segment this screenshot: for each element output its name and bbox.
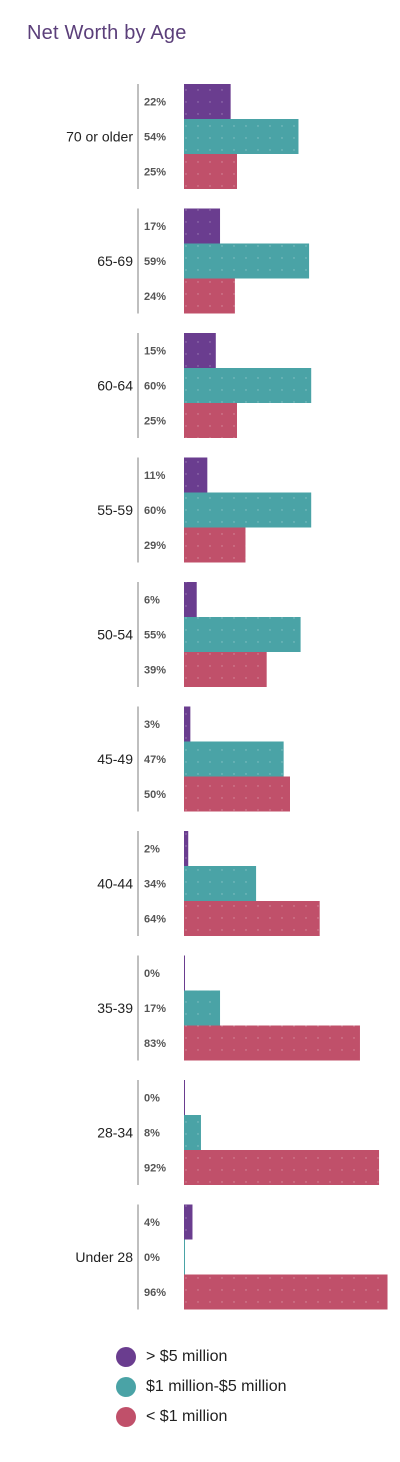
data-label-40-44-gt5m: 2% — [144, 844, 160, 856]
data-label-28-34-1to5m: 8% — [144, 1128, 160, 1140]
bar-texture-28-34-lt1m — [184, 1150, 380, 1185]
bar-35-39-gt5m — [184, 955, 185, 991]
data-label-55-59-gt5m: 11% — [144, 470, 166, 482]
bar-texture-60-64-gt5m — [184, 333, 216, 368]
data-label-35-39-gt5m: 0% — [144, 968, 160, 980]
data-label-50-54-gt5m: 6% — [144, 595, 160, 607]
data-label-45-49-lt1m: 50% — [144, 789, 166, 801]
bar-texture-70-or-older-1to5m — [184, 119, 299, 154]
data-label-28-34-lt1m: 92% — [144, 1163, 166, 1175]
group-label-28-34: 28-34 — [97, 1125, 133, 1141]
legend-swatch-lt1m — [116, 1407, 136, 1427]
data-label-45-49-1to5m: 47% — [144, 754, 166, 766]
bar-texture-60-64-1to5m — [184, 368, 312, 403]
bar-texture-50-54-lt1m — [184, 652, 267, 687]
bar-28-34-gt5m — [184, 1080, 185, 1115]
legend-item-1to5m: $1 million-$5 million — [116, 1372, 287, 1402]
data-label-60-64-gt5m: 15% — [144, 346, 166, 358]
bar-texture-45-49-1to5m — [184, 741, 284, 777]
legend-label-lt1m: < $1 million — [146, 1408, 228, 1425]
bar-chart: 70 or older 22% 54% 25% 65-69 17% 59% 24% 60-64 1… — [66, 84, 388, 1310]
bar-texture-55-59-gt5m — [184, 457, 208, 493]
data-label-under-28-lt1m: 96% — [144, 1287, 166, 1299]
legend-swatch-1to5m — [116, 1377, 136, 1397]
data-label-60-64-lt1m: 25% — [144, 416, 166, 428]
data-label-55-59-lt1m: 29% — [144, 540, 166, 552]
data-label-35-39-lt1m: 83% — [144, 1038, 166, 1050]
legend-item-lt1m: < $1 million — [116, 1402, 287, 1432]
group-label-45-49: 45-49 — [97, 751, 133, 767]
legend-label-gt5m: > $5 million — [146, 1348, 228, 1365]
data-label-45-49-gt5m: 3% — [144, 719, 160, 731]
bar-texture-65-69-1to5m — [184, 243, 310, 279]
data-label-50-54-lt1m: 39% — [144, 665, 166, 677]
bar-texture-60-64-lt1m — [184, 403, 237, 438]
bar-texture-35-39-1to5m — [184, 990, 221, 1026]
data-label-70-or-older-gt5m: 22% — [144, 97, 166, 109]
group-label-50-54: 50-54 — [97, 627, 133, 643]
data-label-50-54-1to5m: 55% — [144, 630, 166, 642]
bar-texture-35-39-lt1m — [184, 1025, 360, 1061]
group-label-40-44: 40-44 — [97, 876, 133, 892]
bar-texture-55-59-1to5m — [184, 492, 312, 528]
data-label-70-or-older-lt1m: 25% — [144, 167, 166, 179]
group-label-60-64: 60-64 — [97, 378, 133, 394]
bar-texture-65-69-gt5m — [184, 208, 221, 244]
data-label-65-69-1to5m: 59% — [144, 256, 166, 268]
data-label-under-28-gt5m: 4% — [144, 1217, 160, 1229]
bar-texture-55-59-lt1m — [184, 527, 246, 563]
chart-title: Net Worth by Age — [27, 22, 187, 44]
data-label-35-39-1to5m: 17% — [144, 1003, 166, 1015]
data-label-65-69-lt1m: 24% — [144, 291, 166, 303]
bar-texture-under-28-lt1m — [184, 1274, 388, 1310]
legend-label-1to5m: $1 million-$5 million — [146, 1378, 287, 1395]
bar-texture-45-49-lt1m — [184, 776, 290, 812]
legend-item-gt5m: > $5 million — [116, 1342, 287, 1372]
bar-texture-50-54-gt5m — [184, 582, 197, 617]
bar-texture-under-28-gt5m — [184, 1204, 193, 1240]
bar-texture-40-44-lt1m — [184, 901, 320, 936]
bar-texture-70-or-older-gt5m — [184, 84, 231, 119]
group-label-65-69: 65-69 — [97, 253, 133, 269]
legend: > $5 million $1 million-$5 million < $1 … — [116, 1342, 287, 1432]
bar-texture-45-49-gt5m — [184, 706, 191, 742]
bar-under-28-1to5m — [184, 1239, 185, 1275]
data-label-40-44-1to5m: 34% — [144, 879, 166, 891]
bar-texture-28-34-1to5m — [184, 1115, 201, 1150]
group-label-35-39: 35-39 — [97, 1000, 133, 1016]
data-label-under-28-1to5m: 0% — [144, 1252, 160, 1264]
legend-swatch-gt5m — [116, 1347, 136, 1367]
bar-texture-40-44-gt5m — [184, 831, 189, 866]
bar-texture-50-54-1to5m — [184, 617, 301, 652]
data-label-55-59-1to5m: 60% — [144, 505, 166, 517]
data-label-60-64-1to5m: 60% — [144, 381, 166, 393]
data-label-65-69-gt5m: 17% — [144, 221, 166, 233]
data-label-70-or-older-1to5m: 54% — [144, 132, 166, 144]
data-label-40-44-lt1m: 64% — [144, 914, 166, 926]
data-label-28-34-gt5m: 0% — [144, 1093, 160, 1105]
group-label-70-or-older: 70 or older — [66, 129, 133, 145]
bar-texture-65-69-lt1m — [184, 278, 235, 314]
group-label-under-28: Under 28 — [75, 1249, 133, 1265]
group-label-55-59: 55-59 — [97, 502, 133, 518]
bar-texture-40-44-1to5m — [184, 866, 257, 901]
bar-texture-70-or-older-lt1m — [184, 154, 237, 189]
